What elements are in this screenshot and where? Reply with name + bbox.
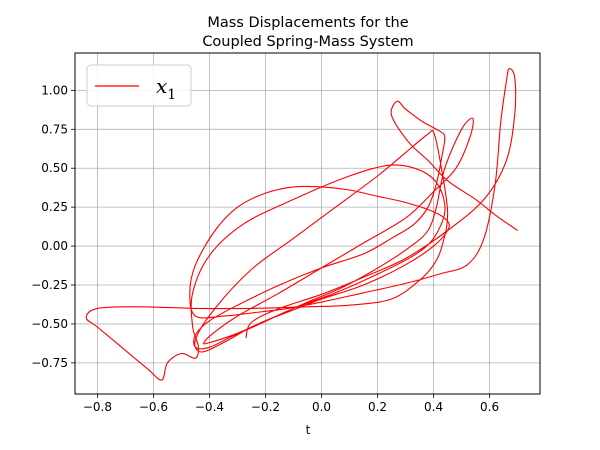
y-tick-label: −0.25 (31, 278, 68, 292)
plot-frame (74, 52, 541, 395)
chart-title-line-2: Coupled Spring-Mass System (202, 34, 413, 50)
y-tick-label: 0.50 (41, 161, 68, 175)
y-tick-label: 0.75 (41, 122, 68, 136)
y-tick-label: 1.00 (41, 83, 68, 97)
series-line-x_1 (85, 68, 518, 381)
x-axis-label: t (306, 423, 311, 437)
y-tick-label: −0.50 (31, 317, 68, 331)
grid (75, 53, 540, 394)
legend-label-base: x (156, 74, 167, 98)
x-tick-label: 0.4 (424, 400, 443, 414)
legend: x1 (86, 64, 192, 107)
chart-title-line-1: Mass Displacements for the (207, 15, 408, 31)
x-tick-label: 0.6 (480, 400, 499, 414)
legend-label: x1 (156, 74, 176, 103)
x-tick-label: 0.0 (312, 400, 331, 414)
x-tick-label: 0.2 (368, 400, 387, 414)
x-tick-label: −0.8 (83, 400, 112, 414)
axis-ticks: −0.8 −0.6 −0.4 −0.2 0.0 0.2 0.4 0.6 −0.75 −0.50 −0… (31, 83, 499, 414)
x-tick-label: −0.4 (195, 400, 224, 414)
y-tick-label: −0.75 (31, 356, 68, 370)
x-tick-label: −0.2 (251, 400, 280, 414)
x-tick-label: −0.6 (139, 400, 168, 414)
y-tick-label: 0.25 (41, 200, 68, 214)
plot-area (85, 68, 518, 381)
legend-label-subscript: 1 (167, 87, 176, 103)
y-tick-label: 0.00 (41, 239, 68, 253)
